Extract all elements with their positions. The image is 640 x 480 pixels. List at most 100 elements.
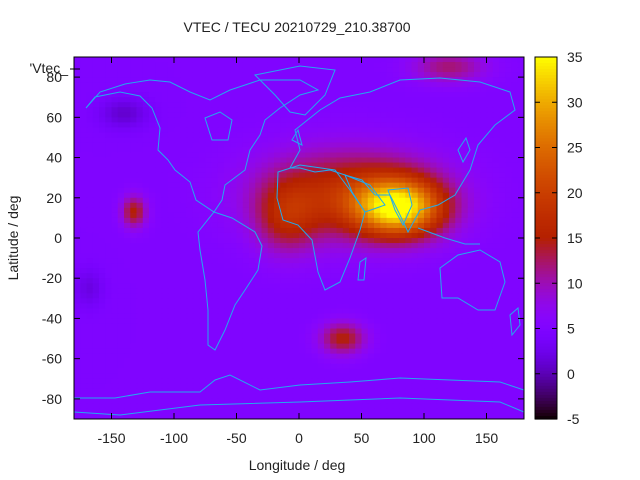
heatmap-cell — [305, 348, 313, 355]
heatmap-cell — [486, 232, 494, 239]
heatmap-cell — [449, 278, 456, 284]
heatmap-cell — [405, 127, 413, 134]
heatmap-cell — [211, 278, 219, 284]
heatmap-cell — [424, 293, 431, 299]
heatmap-cell — [380, 217, 388, 224]
heatmap-cell — [192, 383, 200, 390]
heatmap-cell — [505, 308, 513, 315]
heatmap-cell — [386, 358, 394, 365]
heatmap-cell — [149, 273, 156, 279]
heatmap-cell — [461, 253, 469, 259]
heatmap-cell — [305, 162, 313, 169]
heatmap-cell — [292, 147, 300, 154]
heatmap-cell — [211, 403, 219, 410]
heatmap-cell — [86, 202, 94, 209]
heatmap-cell — [361, 328, 369, 335]
heatmap-cell — [174, 303, 181, 309]
heatmap-cell — [117, 102, 125, 108]
heatmap-cell — [511, 207, 519, 214]
heatmap-cell — [92, 288, 100, 294]
heatmap-cell — [155, 318, 163, 325]
heatmap-cell — [224, 348, 231, 355]
heatmap-cell — [405, 298, 413, 304]
heatmap-cell — [349, 82, 356, 88]
heatmap-cell — [467, 268, 475, 274]
chart-title: VTEC / TECU 20210729_210.38700 — [183, 19, 410, 35]
heatmap-cell — [255, 313, 263, 320]
heatmap-cell — [386, 243, 394, 249]
heatmap-cell — [161, 383, 169, 390]
heatmap-cell — [511, 232, 519, 239]
heatmap-cell — [449, 363, 456, 370]
heatmap-cell — [499, 333, 506, 340]
heatmap-cell — [230, 393, 238, 400]
heatmap-cell — [305, 152, 313, 159]
heatmap-cell — [336, 162, 344, 169]
heatmap-cell — [424, 122, 431, 128]
heatmap-cell — [299, 182, 306, 189]
heatmap-cell — [142, 92, 150, 98]
heatmap-cell — [324, 182, 331, 189]
heatmap-cell — [411, 62, 419, 68]
heatmap-cell — [411, 388, 419, 395]
heatmap-cell — [242, 152, 250, 159]
heatmap-cell — [167, 132, 175, 139]
heatmap-cell — [274, 338, 281, 345]
heatmap-cell — [336, 313, 344, 320]
heatmap-cell — [455, 263, 463, 269]
heatmap-cell — [230, 152, 238, 159]
heatmap-cell — [436, 398, 444, 405]
heatmap-cell — [449, 57, 456, 63]
heatmap-cell — [92, 333, 100, 340]
heatmap-cell — [486, 217, 494, 224]
heatmap-cell — [430, 77, 438, 83]
heatmap-cell — [124, 57, 131, 63]
heatmap-cell — [349, 212, 356, 219]
heatmap-cell — [167, 82, 175, 88]
heatmap-cell — [467, 152, 475, 159]
heatmap-cell — [417, 323, 425, 330]
heatmap-cell — [124, 112, 131, 118]
heatmap-cell — [361, 232, 369, 239]
heatmap-cell — [442, 263, 450, 269]
heatmap-cell — [230, 333, 238, 340]
heatmap-cell — [461, 127, 469, 134]
heatmap-cell — [399, 152, 406, 159]
heatmap-cell — [455, 147, 463, 154]
heatmap-cell — [267, 142, 275, 149]
heatmap-cell — [292, 383, 300, 390]
heatmap-cell — [380, 298, 388, 304]
heatmap-cell — [249, 142, 256, 149]
heatmap-cell — [436, 182, 444, 189]
heatmap-cell — [417, 348, 425, 355]
heatmap-cell — [305, 62, 313, 68]
heatmap-cell — [430, 243, 438, 249]
heatmap-cell — [511, 222, 519, 229]
heatmap-cell — [486, 122, 494, 128]
heatmap-cell — [161, 207, 169, 214]
heatmap-cell — [124, 308, 131, 315]
heatmap-cell — [386, 232, 394, 239]
heatmap-cell — [355, 358, 363, 365]
heatmap-cell — [467, 232, 475, 239]
heatmap-cell — [486, 207, 494, 214]
heatmap-cell — [142, 343, 150, 350]
heatmap-cell — [274, 57, 281, 63]
heatmap-cell — [305, 217, 313, 224]
heatmap-cell — [424, 132, 431, 139]
heatmap-cell — [455, 142, 463, 149]
heatmap-cell — [111, 388, 119, 395]
heatmap-cell — [380, 243, 388, 249]
heatmap-cell — [167, 107, 175, 113]
heatmap-cell — [124, 343, 131, 350]
heatmap-cell — [167, 127, 175, 134]
heatmap-cell — [80, 353, 88, 360]
heatmap-cell — [230, 318, 238, 325]
heatmap-cell — [399, 197, 406, 204]
heatmap-cell — [292, 283, 300, 289]
heatmap-cell — [474, 358, 481, 365]
heatmap-cell — [267, 338, 275, 345]
heatmap-cell — [142, 333, 150, 340]
heatmap-cell — [211, 172, 219, 179]
heatmap-cell — [480, 248, 488, 254]
